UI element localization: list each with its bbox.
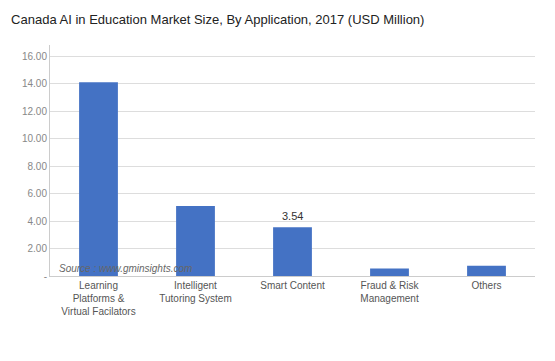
svg-text:10.00: 10.00 bbox=[22, 133, 47, 144]
svg-text:2.00: 2.00 bbox=[28, 243, 48, 254]
svg-text:IntelligentTutoring System: IntelligentTutoring System bbox=[159, 280, 231, 304]
svg-text:4.00: 4.00 bbox=[28, 216, 48, 227]
svg-text:-: - bbox=[44, 271, 47, 282]
svg-text:14.00: 14.00 bbox=[22, 78, 47, 89]
svg-text:3.54: 3.54 bbox=[282, 210, 303, 222]
svg-text:Source : www.gminsights.com: Source : www.gminsights.com bbox=[59, 263, 192, 274]
svg-text:12.00: 12.00 bbox=[22, 106, 47, 117]
svg-text:Smart Content: Smart Content bbox=[260, 280, 325, 291]
svg-text:16.00: 16.00 bbox=[22, 51, 47, 62]
svg-text:8.00: 8.00 bbox=[28, 161, 48, 172]
svg-text:Canada AI in Education Market: Canada AI in Education Market Size, By A… bbox=[11, 12, 424, 27]
svg-text:Others: Others bbox=[471, 280, 501, 291]
svg-text:LearningPlatforms &Virtual Fac: LearningPlatforms &Virtual Facilators bbox=[61, 280, 135, 317]
svg-text:Fraud & RiskManagement: Fraud & RiskManagement bbox=[360, 280, 419, 304]
svg-text:6.00: 6.00 bbox=[28, 188, 48, 199]
